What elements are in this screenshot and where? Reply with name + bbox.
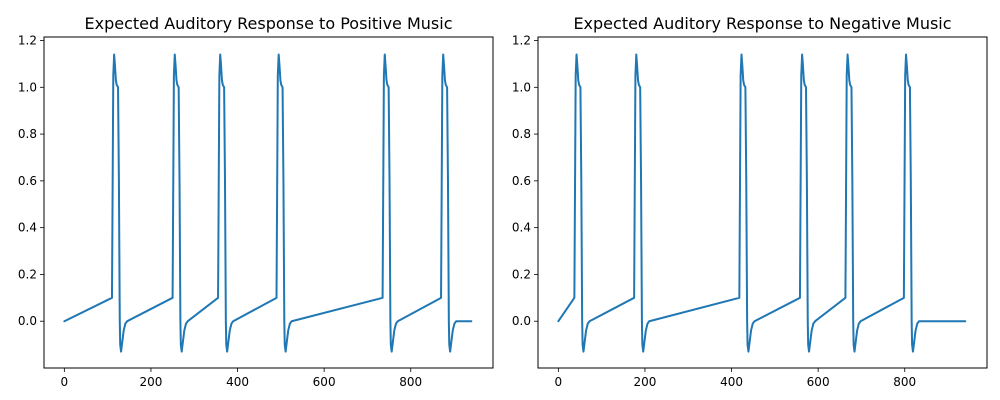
chart-panel-2: Expected Auditory Response to Negative M… bbox=[512, 14, 988, 389]
y-tick-label: 1.0 bbox=[18, 80, 37, 94]
x-tick-label: 400 bbox=[720, 375, 743, 389]
y-tick-label: 0.8 bbox=[512, 127, 531, 141]
axes-frame bbox=[537, 36, 988, 369]
axes-frame bbox=[43, 36, 494, 369]
y-tick-label: 0.4 bbox=[18, 221, 37, 235]
y-tick-label: 0.2 bbox=[18, 267, 37, 281]
x-tick-label: 800 bbox=[399, 375, 422, 389]
chart-title: Expected Auditory Response to Positive M… bbox=[85, 14, 453, 33]
y-tick-label: 1.2 bbox=[512, 34, 531, 48]
y-tick-label: 0.4 bbox=[512, 221, 531, 235]
y-tick-label: 0.6 bbox=[18, 174, 37, 188]
y-tick-label: 0.8 bbox=[18, 127, 37, 141]
series-line bbox=[63, 53, 473, 353]
y-tick-label: 0.0 bbox=[512, 314, 531, 328]
x-tick-label: 200 bbox=[633, 375, 656, 389]
x-tick-label: 0 bbox=[61, 375, 69, 389]
chart-title: Expected Auditory Response to Negative M… bbox=[573, 14, 951, 33]
chart-panel-1: Expected Auditory Response to Positive M… bbox=[18, 14, 494, 389]
x-tick-label: 800 bbox=[893, 375, 916, 389]
series-line bbox=[557, 53, 967, 353]
y-tick-label: 0.2 bbox=[512, 267, 531, 281]
x-tick-label: 600 bbox=[313, 375, 336, 389]
x-tick-label: 200 bbox=[139, 375, 162, 389]
y-tick-label: 1.2 bbox=[18, 34, 37, 48]
x-tick-label: 0 bbox=[555, 375, 563, 389]
x-tick-label: 400 bbox=[226, 375, 249, 389]
y-tick-label: 0.0 bbox=[18, 314, 37, 328]
y-tick-label: 0.6 bbox=[512, 174, 531, 188]
y-tick-label: 1.0 bbox=[512, 80, 531, 94]
x-tick-label: 600 bbox=[807, 375, 830, 389]
